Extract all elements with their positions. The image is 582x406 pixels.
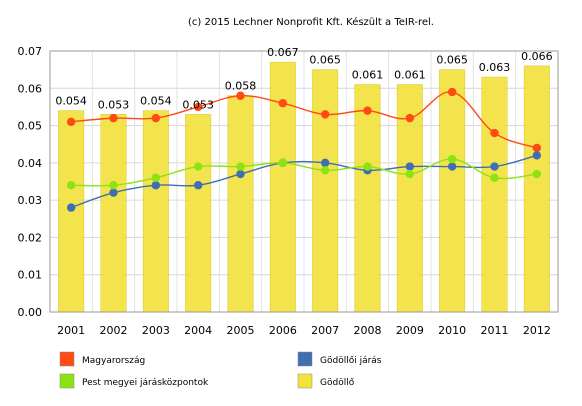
series-point (320, 166, 330, 175)
series-point (278, 99, 288, 108)
legend-swatch (59, 351, 75, 367)
series-point (363, 162, 372, 171)
y-tick-label: 0.00 (18, 306, 43, 319)
x-tick-label: 2002 (100, 324, 128, 337)
bar-value-label: 0.053 (182, 98, 214, 111)
legend-label: Magyarország (82, 356, 145, 366)
x-tick-label: 2009 (396, 324, 424, 337)
series-point (320, 110, 330, 119)
x-tick-label: 2008 (354, 324, 382, 337)
series-point (109, 188, 118, 197)
x-tick-label: 2007 (311, 324, 339, 337)
bar-value-label: 0.065 (309, 54, 341, 67)
bar (142, 110, 169, 313)
bar (185, 114, 212, 313)
y-tick-label: 0.02 (18, 231, 43, 244)
series-point (447, 87, 457, 97)
series-point (532, 143, 542, 153)
series-point (193, 102, 203, 112)
y-tick-label: 0.07 (18, 45, 43, 58)
plot-border (49, 50, 559, 313)
series-point (320, 158, 330, 168)
series-point (278, 158, 288, 168)
bar-value-label: 0.054 (140, 95, 172, 108)
series-point (405, 113, 415, 123)
series-point (193, 181, 203, 190)
y-tick-label: 0.01 (18, 269, 43, 282)
series-point (405, 169, 415, 179)
legend-label: Gödöllői járás (320, 356, 382, 366)
series-point (236, 91, 245, 100)
bar-value-label: 0.066 (521, 50, 553, 63)
bar (439, 69, 466, 313)
x-tick-label: 2006 (269, 324, 297, 337)
bar-value-label: 0.054 (55, 95, 87, 108)
series-point (532, 151, 542, 160)
series-point (490, 128, 499, 138)
x-tick-label: 2010 (438, 324, 466, 337)
series-point (193, 162, 203, 171)
bar (312, 69, 339, 313)
y-tick-label: 0.05 (18, 120, 43, 133)
bar (354, 84, 381, 313)
data-labels: 0.054 0.053 0.054 0.053 0.058 0.067 0.065 0.061… (55, 46, 552, 111)
bar (227, 95, 254, 313)
series-point (109, 181, 118, 190)
series-point (490, 162, 499, 171)
bar (396, 84, 423, 313)
series-point (151, 173, 161, 182)
series-point (405, 162, 415, 171)
bar-value-label: 0.058 (225, 80, 257, 93)
x-tick-label: 2012 (523, 324, 551, 337)
legend-swatch (297, 373, 313, 389)
axes: 0.00 0.01 0.02 0.03 0.04 0.05 0.06 0.07 2001 2002… (18, 45, 559, 337)
chart-credit: (c) 2015 Lechner Nonprofit Kft. Készült … (188, 16, 434, 28)
series-point (151, 113, 161, 123)
x-tick-label: 2005 (227, 324, 255, 337)
x-tick-label: 2011 (481, 324, 509, 337)
series-point (490, 173, 499, 182)
bars (58, 61, 550, 313)
series-point (447, 154, 457, 164)
bar-value-label: 0.065 (436, 54, 468, 67)
bar-value-label: 0.061 (394, 69, 426, 82)
series-point (363, 106, 372, 115)
bar (100, 114, 127, 313)
legend-swatch (59, 373, 75, 389)
y-tick-label: 0.04 (18, 157, 43, 170)
y-tick-label: 0.03 (18, 194, 43, 207)
y-tick-label: 0.06 (18, 82, 43, 95)
series-point (151, 181, 161, 190)
legend-label: Pest megyei járásközpontok (82, 378, 209, 388)
series-point (66, 117, 76, 127)
bar-value-label: 0.053 (98, 98, 130, 111)
series-point (66, 203, 76, 212)
bar (523, 65, 550, 313)
series-lines (66, 87, 542, 212)
legend-label: Gödöllő (320, 378, 355, 388)
bar-value-label: 0.061 (352, 69, 384, 82)
series-point (109, 113, 118, 123)
series-point (236, 169, 245, 179)
series-point (236, 162, 245, 171)
series-point (447, 162, 457, 171)
x-tick-label: 2003 (142, 324, 170, 337)
bar-value-label: 0.067 (267, 46, 299, 59)
legend-swatch (297, 351, 313, 367)
series-point (66, 181, 76, 190)
legend: Magyarország Gödöllői járás Pest megyei já… (59, 351, 382, 389)
x-tick-label: 2004 (184, 324, 212, 337)
bar-value-label: 0.063 (479, 61, 511, 74)
grid-lines (49, 50, 559, 313)
series-point (532, 169, 542, 179)
x-tick-label: 2001 (57, 324, 85, 337)
bar (481, 76, 508, 313)
